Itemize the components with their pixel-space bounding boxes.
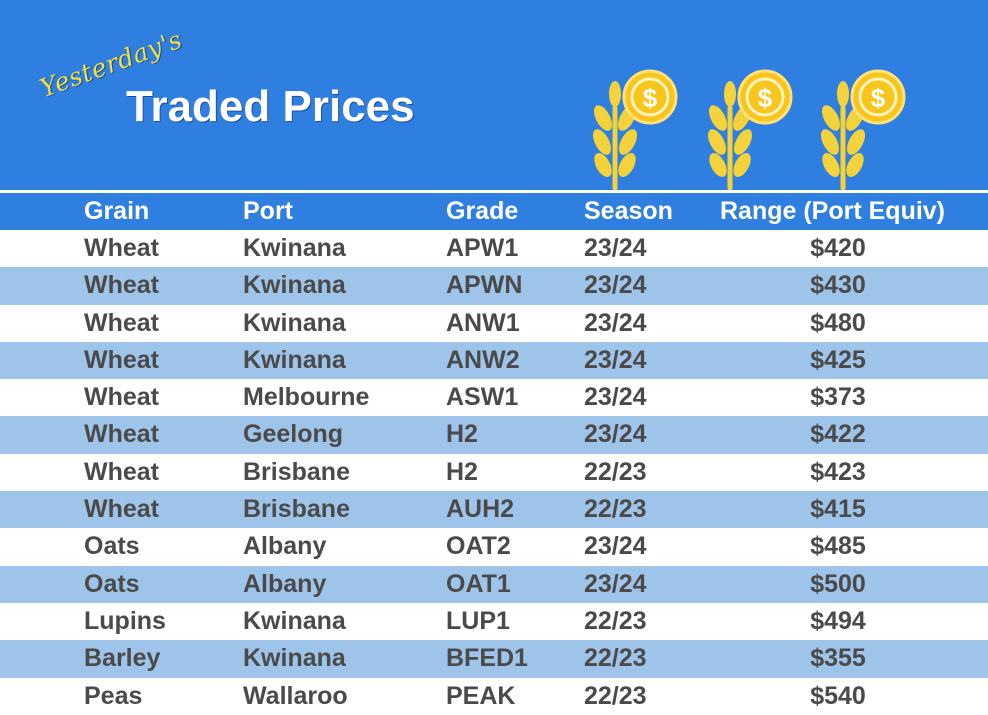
grade-cell: H2: [446, 457, 478, 486]
port-cell: Geelong: [243, 420, 344, 449]
header-divider: [0, 190, 988, 193]
price-cell: $420: [810, 234, 866, 262]
grain-cell: Wheat: [84, 345, 159, 374]
port-cell: Melbourne: [243, 383, 370, 412]
season-cell: 22/23: [584, 457, 647, 486]
grade-cell: OAT1: [446, 569, 511, 598]
table-row: Wheat Brisbane H2 22/23 $423: [0, 454, 988, 491]
table-row: Wheat Kwinana ANW2 23/24 $425: [0, 341, 988, 380]
svg-text:$: $: [758, 83, 773, 113]
grain-cell: Wheat: [84, 271, 159, 300]
price-cell: $415: [810, 495, 866, 524]
port-cell: Kwinana: [243, 644, 346, 673]
table-row: Barley Kwinana BFED1 22/23 $355: [0, 640, 988, 678]
grain-cell: Wheat: [84, 457, 159, 486]
season-cell: 22/23: [584, 495, 647, 524]
grain-cell: Barley: [84, 644, 161, 673]
table-row: Wheat Kwinana APWN 23/24 $430: [0, 267, 988, 305]
season-cell: 23/24: [584, 271, 647, 300]
price-cell: $423: [810, 457, 866, 486]
grain-cell: Wheat: [84, 383, 159, 412]
table-row: Wheat Melbourne ASW1 23/24 $373: [0, 379, 988, 416]
svg-text:$: $: [643, 83, 658, 113]
season-cell: 22/23: [584, 644, 647, 673]
table-row: Lupins Kwinana LUP1 22/23 $494: [0, 603, 988, 640]
price-cell: $480: [810, 308, 866, 337]
price-cell: $425: [810, 345, 866, 374]
grade-cell: OAT2: [446, 532, 511, 561]
table-row: Oats Albany OAT2 23/24 $485: [0, 528, 988, 565]
season-cell: 23/24: [584, 383, 647, 412]
column-header-range: Range (Port Equiv): [720, 197, 946, 225]
price-cell: $430: [810, 271, 866, 300]
season-cell: 22/23: [584, 606, 647, 635]
port-cell: Albany: [243, 569, 327, 598]
column-header-grain: Grain: [84, 197, 150, 225]
wheat-coin-icon: $: [820, 69, 906, 190]
season-cell: 23/24: [584, 234, 647, 262]
grade-cell: ASW1: [446, 383, 519, 412]
header-title: Traded Prices: [126, 82, 415, 131]
grain-cell: Wheat: [84, 308, 159, 337]
grade-cell: ANW1: [446, 308, 520, 337]
grade-cell: H2: [446, 420, 478, 449]
column-header-season: Season: [584, 197, 673, 225]
port-cell: Kwinana: [243, 345, 346, 374]
grade-cell: AUH2: [446, 495, 515, 524]
port-cell: Brisbane: [243, 495, 350, 524]
price-cell: $422: [810, 420, 866, 449]
price-cell: $494: [810, 606, 866, 635]
grade-cell: PEAK: [446, 681, 516, 710]
grade-cell: LUP1: [446, 606, 510, 635]
table-row: Wheat Brisbane AUH2 22/23 $415: [0, 491, 988, 529]
price-cell: $485: [810, 532, 866, 561]
column-header-grade: Grade: [446, 197, 519, 225]
season-cell: 23/24: [584, 420, 647, 449]
grade-cell: BFED1: [446, 644, 528, 673]
port-cell: Brisbane: [243, 457, 350, 486]
grade-cell: APW1: [446, 234, 519, 262]
table-row: Oats Albany OAT1 23/24 $500: [0, 565, 988, 603]
grain-cell: Peas: [84, 681, 143, 710]
wheat-coin-icon: $: [592, 69, 678, 190]
port-cell: Kwinana: [243, 234, 346, 262]
season-cell: 23/24: [584, 569, 647, 598]
grade-cell: ANW2: [446, 345, 520, 374]
table-row: Wheat Kwinana APW1 23/24 $420: [0, 230, 988, 267]
grain-cell: Wheat: [84, 420, 159, 449]
grain-cell: Oats: [84, 532, 140, 561]
header-banner: Yesterday's Traded Prices $: [0, 0, 988, 192]
price-cell: $373: [810, 383, 866, 412]
wheat-coin-icon: $: [707, 69, 793, 190]
grain-cell: Wheat: [84, 234, 159, 262]
table-header-row: Grain Port Grade Season Range (Port Equi…: [0, 193, 988, 230]
table-row: Peas Wallaroo PEAK 22/23 $540: [0, 678, 988, 715]
prices-table: Grain Port Grade Season Range (Port Equi…: [0, 193, 988, 715]
table-row: Wheat Geelong H2 23/24 $422: [0, 416, 988, 454]
svg-text:$: $: [871, 83, 886, 113]
price-cell: $355: [810, 644, 866, 673]
price-cell: $500: [810, 569, 866, 598]
grain-cell: Oats: [84, 569, 140, 598]
column-header-port: Port: [243, 197, 293, 225]
table-row: Wheat Kwinana ANW1 23/24 $480: [0, 305, 988, 342]
grain-cell: Wheat: [84, 495, 159, 524]
price-cell: $540: [810, 681, 866, 710]
season-cell: 23/24: [584, 345, 647, 374]
grain-cell: Lupins: [84, 606, 166, 635]
port-cell: Kwinana: [243, 308, 346, 337]
season-cell: 23/24: [584, 308, 647, 337]
port-cell: Albany: [243, 532, 327, 561]
port-cell: Wallaroo: [243, 681, 348, 710]
grade-cell: APWN: [446, 271, 523, 300]
port-cell: Kwinana: [243, 271, 346, 300]
season-cell: 23/24: [584, 532, 647, 561]
port-cell: Kwinana: [243, 606, 346, 635]
season-cell: 22/23: [584, 681, 647, 710]
